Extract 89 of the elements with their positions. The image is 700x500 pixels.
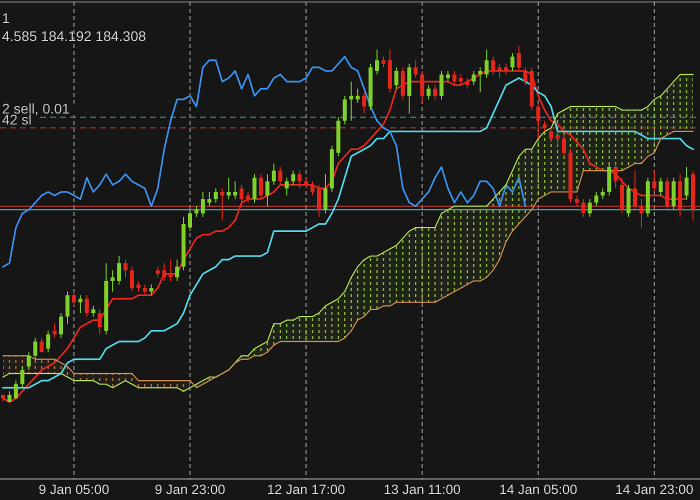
- candlestick: [59, 312, 64, 338]
- candlestick: [310, 180, 315, 196]
- candlestick: [304, 177, 308, 189]
- candlestick: [40, 337, 44, 353]
- candlestick: [162, 262, 166, 282]
- candlestick: [614, 162, 618, 189]
- candlestick: [84, 294, 89, 318]
- x-tick-label: 9 Jan 05:00: [38, 482, 110, 497]
- candlestick: [574, 195, 579, 207]
- candlestick: [472, 70, 476, 86]
- candlestick: [478, 66, 482, 93]
- candlestick: [284, 177, 289, 196]
- candlestick: [233, 180, 238, 200]
- candlestick: [684, 166, 689, 200]
- x-tick-label: 9 Jan 23:00: [154, 482, 226, 497]
- candlestick: [65, 291, 70, 324]
- candlestick: [356, 88, 360, 104]
- candlestick: [458, 74, 463, 86]
- candlestick: [362, 92, 366, 114]
- candlestick: [542, 120, 547, 132]
- candlestick: [33, 337, 38, 360]
- candlestick: [484, 49, 489, 79]
- x-tick-label: 14 Jan 23:00: [615, 482, 694, 497]
- candlestick: [156, 266, 160, 278]
- candlestick: [632, 170, 637, 210]
- candlestick: [316, 184, 321, 218]
- candlestick: [342, 95, 347, 125]
- candlestick: [426, 84, 431, 100]
- candlestick: [381, 56, 386, 68]
- candlestick: [91, 305, 96, 318]
- x-tick-label: 14 Jan 05:00: [499, 482, 578, 497]
- candlestick: [510, 52, 514, 72]
- x-tick-label: 12 Jan 17:00: [267, 482, 346, 497]
- candlestick: [168, 259, 173, 282]
- candlestick: [639, 198, 644, 228]
- candlestick: [600, 188, 605, 200]
- candlestick: [272, 162, 276, 186]
- candlestick: [298, 170, 302, 189]
- candlestick: [20, 366, 24, 388]
- candlestick: [394, 66, 398, 90]
- candlestick: [414, 60, 418, 79]
- candlestick: [110, 270, 115, 292]
- candlestick: [117, 256, 122, 286]
- candlestick: [149, 284, 154, 296]
- candlestick: [375, 49, 380, 75]
- candlestick: [46, 330, 50, 353]
- candlestick: [433, 84, 438, 100]
- candlestick: [14, 380, 18, 399]
- candlestick: [175, 259, 180, 282]
- candlestick: [26, 352, 31, 370]
- candlestick: [142, 284, 147, 296]
- candlestick: [652, 170, 656, 192]
- candlestick: [291, 170, 296, 186]
- candlestick: [52, 323, 57, 338]
- candlestick: [440, 70, 444, 100]
- candlestick: [265, 174, 270, 207]
- text: 4.585 184.192 184.308: [2, 28, 146, 44]
- candlestick: [588, 198, 592, 218]
- candlestick: [323, 174, 328, 214]
- candlestick: [536, 102, 540, 140]
- candlestick: [214, 188, 218, 204]
- candlestick: [278, 166, 282, 186]
- candlestick: [240, 184, 244, 207]
- candlestick: [130, 266, 134, 292]
- candlestick: [226, 177, 231, 200]
- candlestick: [446, 70, 450, 82]
- candlestick: [658, 177, 663, 196]
- candlestick: [465, 78, 470, 90]
- candlestick: [581, 198, 586, 218]
- candlestick: [200, 191, 205, 218]
- candlestick: [124, 259, 128, 278]
- x-tick-label: 13 Jan 11:00: [384, 482, 461, 497]
- candlestick: [549, 127, 554, 143]
- candlestick: [594, 191, 598, 207]
- text: 1: [2, 10, 10, 26]
- candlestick: [252, 174, 256, 204]
- candlestick: [207, 191, 212, 207]
- candlestick: [258, 174, 263, 200]
- candlestick: [556, 130, 560, 146]
- candlestick: [194, 206, 198, 218]
- candlestick: [562, 134, 566, 157]
- candlestick: [136, 280, 140, 292]
- candlestick: [188, 209, 192, 232]
- candlestick: [72, 291, 76, 306]
- candlestick: [246, 191, 250, 204]
- candlestick: [98, 308, 102, 335]
- candlestick: [220, 188, 224, 221]
- candlestick: [78, 294, 82, 314]
- candlestick: [349, 81, 354, 122]
